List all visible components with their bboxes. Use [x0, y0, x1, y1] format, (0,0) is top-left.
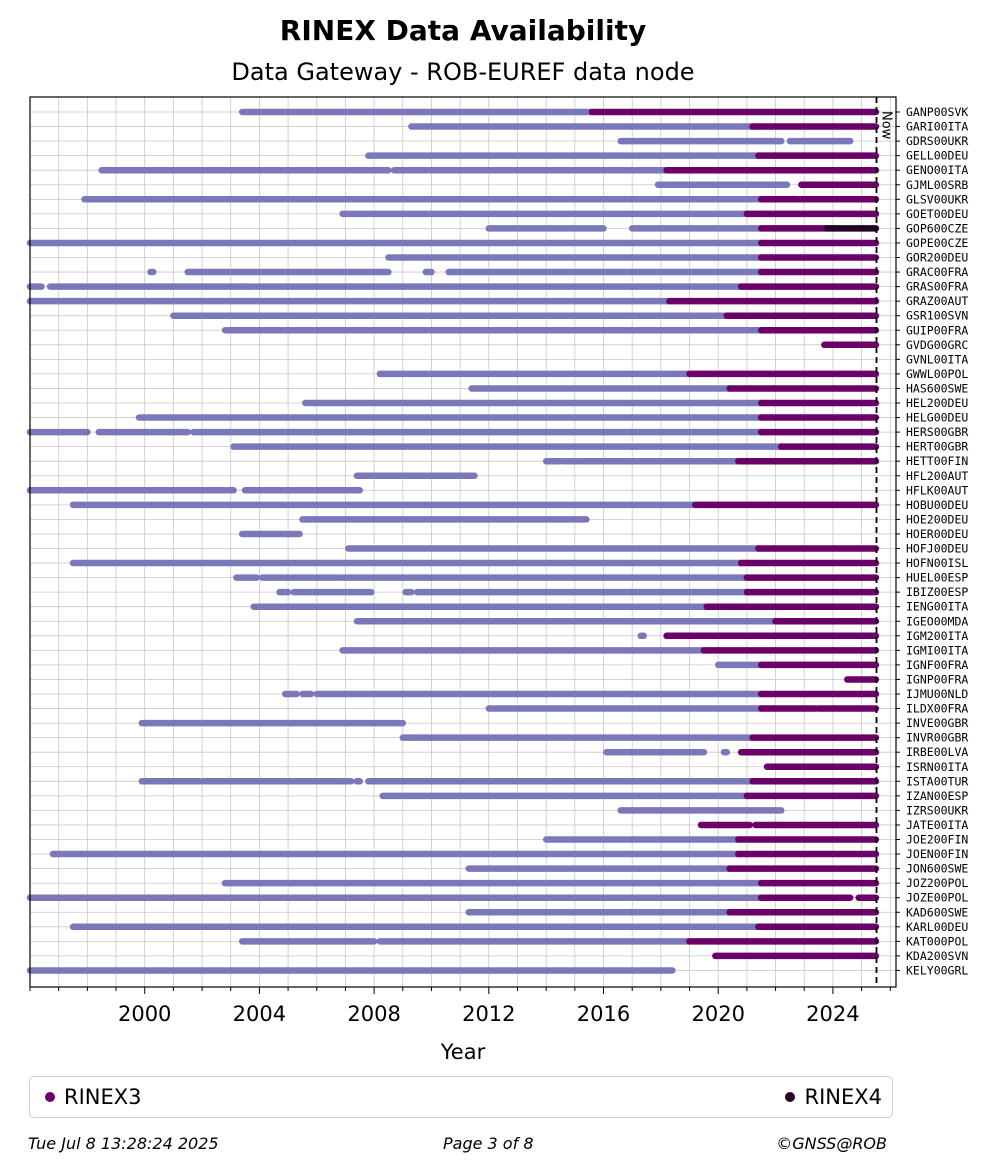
station-label: HUEL00ESP	[906, 571, 968, 585]
footer-copyright: ©GNSS@ROB	[776, 1134, 887, 1153]
legend-dot-rinex3	[45, 1092, 55, 1102]
station-label: JOZE00POL	[906, 891, 968, 905]
station-label: GRAC00FRA	[906, 265, 968, 279]
station-label: ILDX00FRA	[906, 702, 968, 716]
legend-dot-rinex4	[785, 1092, 796, 1102]
station-label: GOR200DEU	[906, 251, 968, 265]
station-label: IGNF00FRA	[906, 658, 968, 672]
station-label: HFL200AUT	[906, 469, 968, 483]
station-label: GENO00ITA	[906, 163, 968, 177]
x-tick-label: 2016	[577, 1002, 630, 1026]
station-label: HERT00GBR	[906, 440, 968, 454]
station-label: IZRS00UKR	[906, 803, 968, 817]
x-tick-label: 2024	[806, 1002, 859, 1026]
station-label: JOZ200POL	[906, 876, 968, 890]
legend-label-rinex3: RINEX3	[64, 1085, 142, 1109]
legend-item-rinex3: RINEX3	[45, 1085, 142, 1109]
station-label: IRBE00LVA	[906, 745, 968, 759]
station-label: HOFN00ISL	[906, 556, 968, 570]
station-label: GUIP00FRA	[906, 323, 968, 337]
station-label: GARI00ITA	[906, 120, 968, 134]
x-tick-label: 2000	[118, 1002, 171, 1026]
station-label: GVDG00GRC	[906, 338, 968, 352]
station-label: HERS00GBR	[906, 425, 968, 439]
station-label: GOP600CZE	[906, 221, 968, 235]
station-label: INVE00GBR	[906, 716, 968, 730]
station-label: GANP00SVK	[906, 105, 968, 119]
footer-timestamp: Tue Jul 8 13:28:24 2025	[28, 1134, 219, 1153]
legend-item-rinex4: RINEX4	[785, 1085, 882, 1109]
station-label: HELG00DEU	[906, 411, 968, 425]
station-label: IGEO00MDA	[906, 614, 968, 628]
station-label: KARL00DEU	[906, 920, 968, 934]
station-label: GSR100SVN	[906, 309, 968, 323]
availability-bars	[26, 108, 880, 974]
station-label: GWWL00POL	[906, 367, 968, 381]
station-label: KDA200SVN	[906, 949, 968, 963]
x-tick-label: 2008	[347, 1002, 400, 1026]
station-label: GOET00DEU	[906, 207, 968, 221]
station-label: IENG00ITA	[906, 600, 968, 614]
station-label: HETT00FIN	[906, 454, 968, 468]
availability-chart: Now 2000 2004 2008 2012 2016 2020 2024 GANP00S…	[26, 96, 968, 1064]
station-label: KAT000POL	[906, 934, 968, 948]
station-label: HEL200DEU	[906, 396, 968, 410]
station-label: IGMI00ITA	[906, 643, 968, 657]
station-label: JATE00ITA	[906, 818, 968, 832]
station-label: INVR00GBR	[906, 731, 968, 745]
station-label: IBIZ00ESP	[906, 585, 968, 599]
chart-subtitle: Data Gateway - ROB-EUREF data node	[231, 58, 695, 86]
station-label: HOFJ00DEU	[906, 542, 968, 556]
station-label: JON600SWE	[906, 862, 968, 876]
station-label: GLSV00UKR	[906, 192, 968, 206]
station-label: GELL00DEU	[906, 149, 968, 163]
x-axis-label: Year	[440, 1040, 486, 1064]
station-label: JOEN00FIN	[906, 847, 968, 861]
station-labels: GANP00SVKGARI00ITAGDRS00UKRGELL00DEUGENO…	[896, 105, 968, 977]
station-label: IZAN00ESP	[906, 789, 968, 803]
station-label: IGM200ITA	[906, 629, 968, 643]
x-tick-label: 2012	[462, 1002, 515, 1026]
x-tick-label: 2004	[233, 1002, 286, 1026]
station-label: GRAZ00AUT	[906, 294, 968, 308]
plot-frame	[29, 96, 897, 988]
station-label: IGNP00FRA	[906, 672, 968, 686]
station-label: HAS600SWE	[906, 381, 968, 395]
station-label: GRAS00FRA	[906, 280, 968, 294]
station-label: IJMU00NLD	[906, 687, 968, 701]
station-label: GDRS00UKR	[906, 134, 968, 148]
station-label: KELY00GRL	[906, 963, 968, 977]
x-axis: 2000 2004 2008 2012 2016 2020 2024	[29, 987, 891, 1026]
footer-page: Page 3 of 8	[443, 1134, 534, 1153]
station-label: ISRN00ITA	[906, 760, 968, 774]
station-label: JOE200FIN	[906, 833, 968, 847]
x-tick-label: 2020	[691, 1002, 744, 1026]
station-label: HFLK00AUT	[906, 483, 968, 497]
station-label: KAD600SWE	[906, 905, 968, 919]
now-label: Now	[879, 111, 894, 140]
chart-title: RINEX Data Availability	[279, 14, 647, 47]
station-label: HOBU00DEU	[906, 498, 968, 512]
station-label: HOE200DEU	[906, 512, 968, 526]
station-label: GOPE00CZE	[906, 236, 968, 250]
station-label: HOER00DEU	[906, 527, 968, 541]
legend: RINEX3 RINEX4	[29, 1076, 893, 1118]
station-label: GVNL00ITA	[906, 352, 968, 366]
legend-label-rinex4: RINEX4	[804, 1085, 882, 1109]
station-label: GJML00SRB	[906, 178, 968, 192]
station-label: ISTA00TUR	[906, 774, 968, 788]
